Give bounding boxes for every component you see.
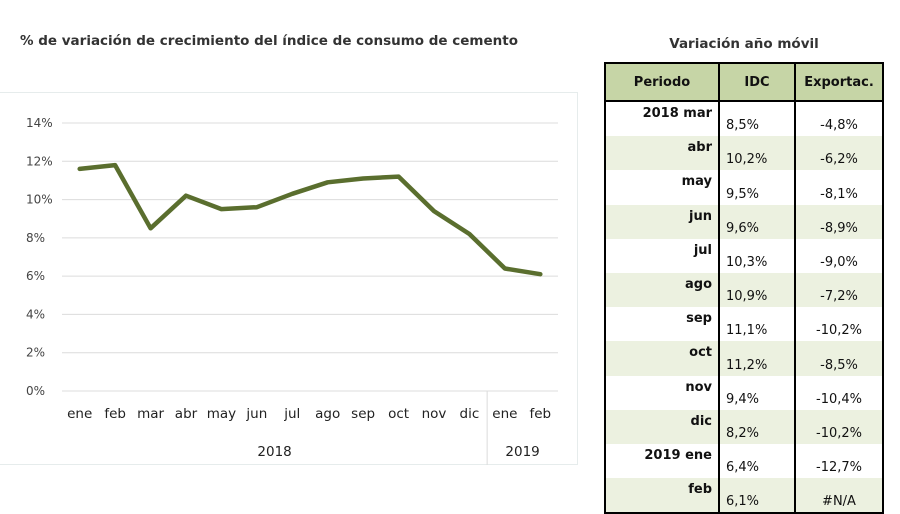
table-row: feb 6,1% #N/A [604,478,884,514]
data-point [326,180,330,184]
data-point [361,177,365,181]
data-point [113,163,117,167]
period-cell: abr [604,136,720,171]
x-tick-label: ago [315,406,340,422]
data-point [503,266,507,270]
data-point [538,272,542,276]
table-row: nov 9,4% -10,4% [604,375,884,410]
header-periodo: Periodo [604,62,720,102]
header-idc: IDC [718,62,796,102]
table-row: abr 10,2% -6,2% [604,136,884,171]
data-point [78,167,82,171]
year-label: 2018 [257,444,291,460]
idc-cell: 10,3% [718,238,796,273]
x-tick-label: jul [283,406,300,422]
data-point [219,207,223,211]
idc-cell: 6,1% [718,478,796,514]
x-tick-label: may [207,406,236,422]
period-cell: ago [604,272,720,308]
table-row: jul 10,3% -9,0% [604,238,884,273]
y-tick-label: 6% [26,269,45,283]
x-tick-label: dic [460,406,480,422]
data-point [184,194,188,198]
idc-cell: 10,9% [718,272,796,308]
x-tick-label: feb [104,406,126,422]
data-point [397,175,401,179]
data-point [290,192,294,196]
chart-frame [0,92,578,465]
idc-cell: 9,4% [718,375,796,410]
exportac-cell: -10,4% [794,375,884,410]
data-point [255,205,259,209]
x-tick-label: abr [175,406,198,422]
x-tick-label: oct [388,406,409,422]
table-header-row: Periodo IDC Exportac. [604,62,884,102]
period-cell: nov [604,375,720,410]
idc-cell: 11,1% [718,307,796,342]
period-cell: 2018 mar [604,101,720,137]
y-tick-label: 12% [26,154,53,168]
exportac-cell: -8,5% [794,341,884,376]
y-tick-label: 0% [26,384,45,398]
x-tick-label: ene [492,406,517,422]
exportac-cell: -7,2% [794,272,884,308]
period-cell: sep [604,307,720,342]
exportac-cell: -4,8% [794,101,884,137]
period-cell: jul [604,238,720,273]
table-row: 2019 ene 6,4% -12,7% [604,443,884,479]
variation-table: Periodo IDC Exportac. 2018 mar 8,5% -4,8% a… [604,62,884,514]
exportac-cell: -9,0% [794,238,884,273]
exportac-cell: -10,2% [794,409,884,444]
chart-title: % de variación de crecimiento del índice… [20,33,518,49]
idc-cell: 6,4% [718,443,796,479]
idc-cell: 8,2% [718,409,796,444]
idc-cell: 9,5% [718,170,796,205]
line-chart: 0%2%4%6%8%10%12%14%ene feb mar abr may jun jul… [26,116,558,465]
year-label: 2019 [505,444,539,460]
period-cell: 2019 ene [604,443,720,479]
period-cell: jun [604,204,720,239]
y-tick-label: 2% [26,346,45,360]
table-row: jun 9,6% -8,9% [604,204,884,239]
exportac-cell: -12,7% [794,443,884,479]
table-title: Variación año móvil [669,36,819,52]
table-row: oct 11,2% -8,5% [604,341,884,376]
data-point [432,209,436,213]
period-cell: may [604,170,720,205]
data-point [149,226,153,230]
table-row: ago 10,9% -7,2% [604,272,884,308]
y-tick-label: 4% [26,307,45,321]
table-row: 2018 mar 8,5% -4,8% [604,101,884,137]
series-line [77,162,543,277]
idc-cell: 10,2% [718,136,796,171]
idc-cell: 11,2% [718,341,796,376]
exportac-cell: -10,2% [794,307,884,342]
exportac-cell: -6,2% [794,136,884,171]
period-cell: dic [604,409,720,444]
table-row: may 9,5% -8,1% [604,170,884,205]
x-tick-label: nov [422,406,447,422]
y-tick-label: 10% [26,193,53,207]
exportac-cell: -8,1% [794,170,884,205]
x-tick-label: feb [529,406,551,422]
period-cell: oct [604,341,720,376]
x-tick-label: mar [137,406,164,422]
x-tick-label: ene [67,406,92,422]
idc-cell: 8,5% [718,101,796,137]
x-tick-label: jun [245,406,267,422]
exportac-cell: #N/A [794,478,884,514]
exportac-cell: -8,9% [794,204,884,239]
x-tick-label: sep [351,406,375,422]
data-point [467,232,471,236]
idc-cell: 9,6% [718,204,796,239]
table-row: sep 11,1% -10,2% [604,307,884,342]
period-cell: feb [604,478,720,514]
y-tick-label: 8% [26,231,45,245]
header-exportac: Exportac. [794,62,884,102]
table-row: dic 8,2% -10,2% [604,409,884,444]
y-tick-label: 14% [26,116,53,130]
